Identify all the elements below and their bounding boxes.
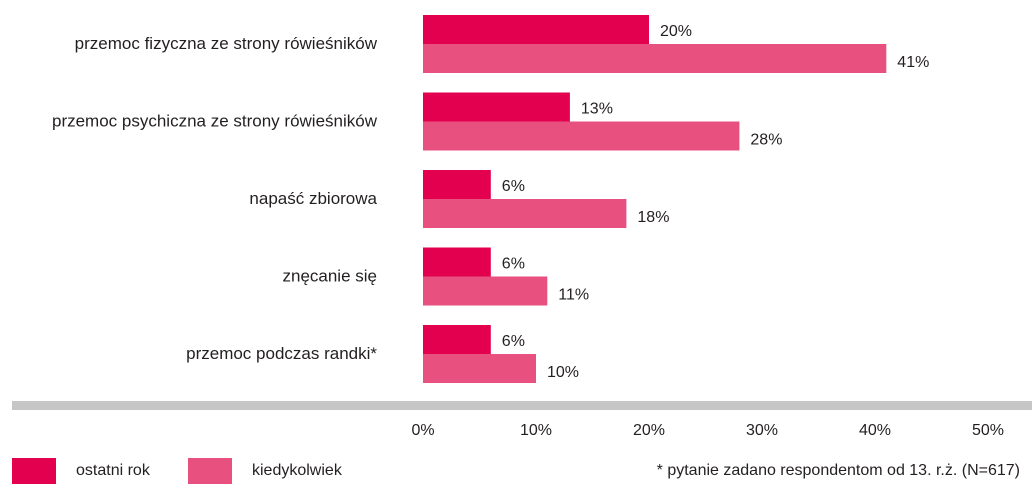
category-label: przemoc podczas randki*: [186, 344, 377, 363]
value-label: 11%: [558, 287, 589, 304]
x-tick-label: 20%: [633, 422, 665, 439]
bar-kiedykolwiek: [423, 276, 548, 306]
bar-kiedykolwiek: [423, 121, 740, 151]
category-labels: przemoc fizyczna ze strony rówieśników pr…: [52, 34, 378, 363]
value-labels: 20% 41% 13% 28% 6% 18% 6% 11% 6% 10%: [502, 23, 930, 381]
category-label: napaść zbiorowa: [249, 189, 377, 208]
value-label: 13%: [581, 101, 613, 118]
category-label: znęcanie się: [282, 267, 377, 286]
value-label: 18%: [637, 209, 669, 226]
value-label: 41%: [897, 54, 929, 71]
bar-kiedykolwiek: [423, 354, 536, 383]
value-label: 6%: [502, 256, 525, 273]
legend: ostatni rok kiedykolwiek * pytanie zadan…: [0, 458, 1032, 488]
value-label: 6%: [502, 178, 525, 195]
legend-item-ostatni-rok: ostatni rok: [12, 458, 150, 484]
legend-swatch-ostatni-rok: [12, 458, 56, 484]
legend-swatch-kiedykolwiek: [188, 458, 232, 484]
category-label: przemoc fizyczna ze strony rówieśników: [75, 34, 378, 53]
x-tick-label: 40%: [859, 422, 891, 439]
value-label: 6%: [502, 333, 525, 350]
x-tick-label: 10%: [520, 422, 552, 439]
x-tick-label: 50%: [972, 422, 1004, 439]
x-tick-label: 0%: [411, 422, 434, 439]
bar-ostatni-rok: [423, 325, 491, 354]
bar-ostatni-rok: [423, 92, 570, 122]
bar-ostatni-rok: [423, 170, 491, 199]
value-label: 10%: [547, 364, 579, 381]
x-axis-band: [12, 401, 1032, 410]
value-label: 20%: [660, 23, 692, 40]
category-label: przemoc psychiczna ze strony rówieśników: [52, 112, 378, 131]
bar-kiedykolwiek: [423, 199, 627, 228]
bar-chart: przemoc fizyczna ze strony rówieśników pr…: [12, 15, 1032, 439]
bar-kiedykolwiek: [423, 44, 887, 73]
x-axis-tick-labels: 0% 10% 20% 30% 40% 50%: [411, 422, 1004, 439]
legend-label-ostatni-rok: ostatni rok: [76, 462, 150, 479]
bar-ostatni-rok: [423, 247, 491, 277]
value-label: 28%: [750, 132, 782, 149]
x-tick-label: 30%: [746, 422, 778, 439]
footnote: * pytanie zadano respondentom od 13. r.ż…: [656, 462, 1020, 479]
legend-label-kiedykolwiek: kiedykolwiek: [252, 462, 342, 479]
legend-item-kiedykolwiek: kiedykolwiek: [188, 458, 342, 484]
bars-group: [423, 15, 887, 383]
bar-ostatni-rok: [423, 15, 649, 44]
